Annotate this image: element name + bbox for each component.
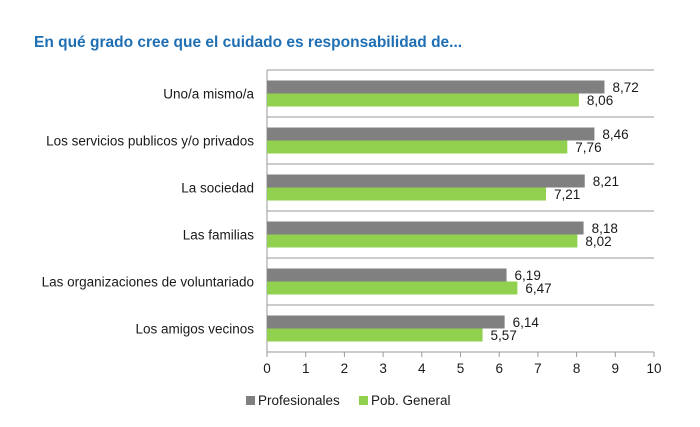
bar-profesionales (267, 222, 584, 235)
x-tick-label: 9 (612, 361, 620, 376)
bar-chart: 0 1 2 3 4 5 6 7 8 9 10 Uno/a mismo/a 8,728,06 Los ser… (0, 0, 700, 427)
bar-profesionales (267, 269, 507, 282)
bar-profesionales (267, 81, 604, 94)
bar-pob-general (267, 188, 546, 201)
data-label: 6,47 (525, 281, 551, 296)
x-tick-label: 3 (379, 361, 387, 376)
bar-profesionales (267, 175, 585, 188)
legend-label: Profesionales (258, 393, 340, 408)
x-tick-label: 7 (534, 361, 542, 376)
bar-pob-general (267, 235, 577, 248)
bar-pob-general (267, 94, 579, 107)
x-tick-label: 4 (418, 361, 426, 376)
bar-profesionales (267, 128, 594, 141)
legend-swatch (246, 396, 255, 405)
data-label: 8,46 (602, 127, 628, 142)
bar-profesionales (267, 316, 505, 329)
data-label: 8,21 (593, 174, 619, 189)
data-label: 5,57 (491, 328, 517, 343)
x-tick-label: 10 (646, 361, 661, 376)
legend-swatch (359, 396, 368, 405)
bar-pob-general (267, 141, 567, 154)
category-label: Los amigos vecinos (135, 322, 254, 337)
legend-label: Pob. General (371, 393, 451, 408)
x-tick-label: 2 (341, 361, 349, 376)
x-tick-label: 5 (457, 361, 465, 376)
category-label: Las organizaciones de voluntariado (42, 275, 254, 290)
x-tick-label: 8 (573, 361, 581, 376)
bar-pob-general (267, 329, 483, 342)
category-label: La sociedad (181, 181, 254, 196)
data-label: 8,06 (587, 93, 613, 108)
x-tick-label: 1 (302, 361, 310, 376)
x-tick-label: 0 (263, 361, 271, 376)
bar-pob-general (267, 282, 517, 295)
x-tick-label: 6 (495, 361, 503, 376)
data-label: 8,72 (612, 80, 638, 95)
category-label: Uno/a mismo/a (163, 87, 254, 102)
data-label: 7,21 (554, 187, 580, 202)
data-label: 8,02 (585, 234, 611, 249)
category-label: Las familias (183, 228, 255, 243)
category-label: Los servicios publicos y/o privados (46, 134, 254, 149)
data-label: 7,76 (575, 140, 601, 155)
